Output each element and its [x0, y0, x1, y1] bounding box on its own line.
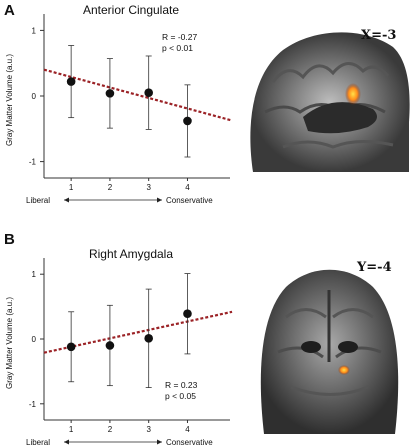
stats-annotation: p < 0.01 [162, 43, 193, 53]
x-axis-label-right: Conservative [166, 196, 213, 205]
panel-letter-a: A [4, 2, 15, 19]
stats-annotation: p < 0.05 [165, 391, 196, 401]
data-point [105, 89, 115, 98]
chart-title: Right Amygdala [89, 247, 173, 261]
x-tick-label: 1 [69, 425, 74, 434]
data-point [66, 342, 76, 352]
y-axis-label: Gray Matter Volume (a.u.) [5, 54, 14, 146]
x-tick-label: 2 [108, 183, 113, 192]
sagittal-coordinate-label: X=-3 [361, 28, 397, 43]
x-tick-label: 3 [146, 425, 151, 434]
y-tick-label: 1 [32, 26, 37, 35]
data-point [66, 77, 76, 86]
coronal-coordinate-label: Y=-4 [357, 260, 392, 275]
panel-letter-b: B [4, 231, 15, 248]
coronal-mri-icon [260, 269, 399, 434]
data-point [144, 334, 153, 343]
trend-line [43, 68, 233, 122]
data-point [183, 116, 192, 126]
x-axis-label-left: Liberal [26, 438, 50, 445]
x-tick-label: 4 [185, 425, 190, 434]
arrowhead-left-icon [64, 197, 69, 203]
y-tick-label: -1 [29, 400, 37, 409]
data-point [144, 88, 153, 98]
data-point [105, 341, 115, 350]
y-tick-label: 0 [32, 92, 37, 101]
brain-coronal-image [256, 262, 403, 437]
y-tick-label: 1 [32, 270, 37, 279]
x-axis-label-left: Liberal [26, 196, 50, 205]
chart-title: Anterior Cingulate [83, 3, 179, 17]
arrowhead-left-icon [64, 439, 69, 445]
x-tick-label: 2 [108, 425, 113, 434]
brain-sagittal-image [243, 22, 411, 180]
x-tick-label: 4 [185, 183, 190, 192]
stats-annotation: R = 0.23 [165, 380, 198, 390]
sagittal-mri-icon [250, 32, 410, 172]
y-tick-label: 0 [32, 335, 37, 344]
y-tick-label: -1 [29, 158, 37, 167]
x-axis-label-right: Conservative [166, 438, 213, 445]
arrowhead-right-icon [157, 439, 162, 445]
x-tick-label: 1 [69, 183, 74, 192]
y-axis-label: Gray Matter Volume (a.u.) [5, 297, 14, 389]
x-tick-label: 3 [146, 183, 151, 192]
data-point [183, 309, 192, 319]
stats-annotation: R = -0.27 [162, 32, 197, 42]
arrowhead-right-icon [157, 197, 162, 203]
